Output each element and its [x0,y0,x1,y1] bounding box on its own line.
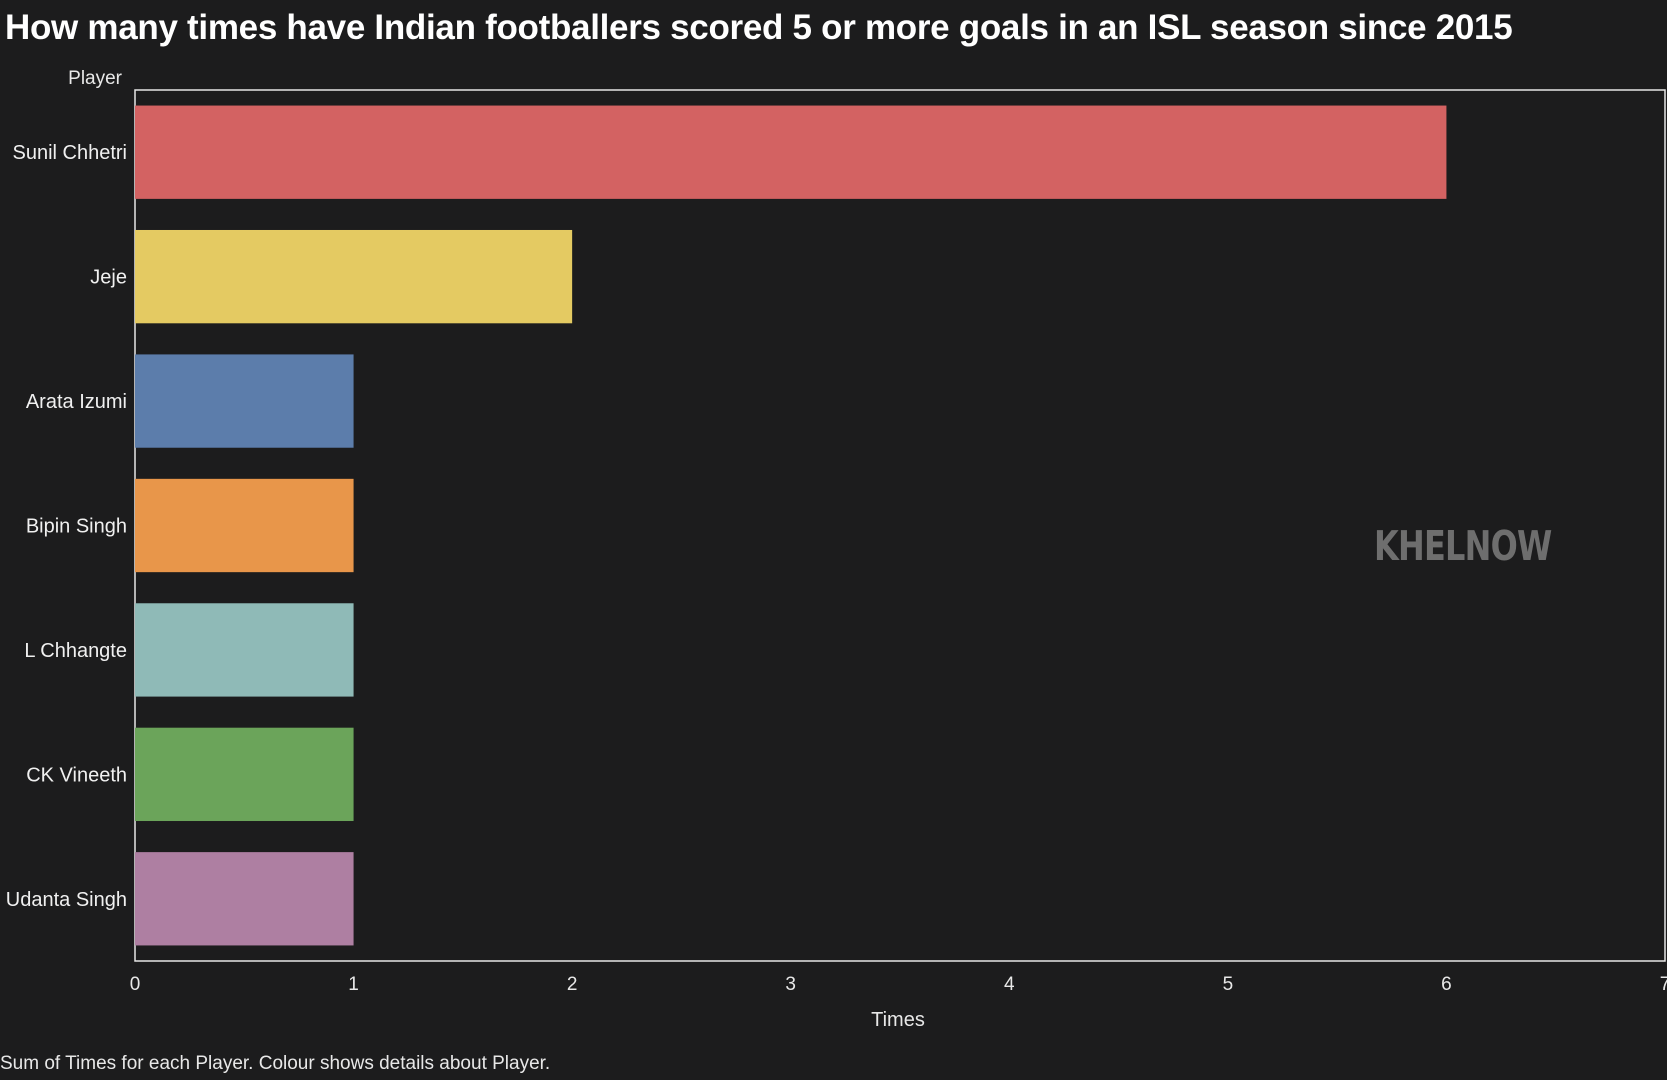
category-label: Jeje [90,267,127,289]
x-tick-label: 2 [567,974,578,995]
khelnow-watermark: KHELNOW [1374,522,1552,570]
chart-title: How many times have Indian footballers s… [5,8,1513,47]
category-label: Bipin Singh [26,516,127,538]
category-label: Udanta Singh [6,889,127,911]
bar-sunil-chhetri [135,105,1447,199]
x-tick-label: 4 [1004,974,1015,995]
bar-arata-izumi [135,354,354,448]
bar-ck-vineeth [135,727,354,822]
category-label: Sunil Chhetri [12,142,127,164]
bar-udanta-singh [135,852,354,946]
bar-jeje [135,229,573,324]
bar-bipin-singh [135,478,354,573]
x-tick-label: 6 [1441,974,1452,995]
y-axis-title: Player [68,68,123,89]
x-tick-label: 5 [1223,974,1234,995]
x-tick-label: 1 [348,974,359,995]
x-tick-label: 7 [1660,974,1667,995]
x-axis-title: Times [871,1009,925,1031]
category-label: L Chhangte [24,640,127,662]
category-label: Arata Izumi [26,391,127,413]
bar-l-chhangte [135,603,354,697]
x-tick-label: 3 [785,974,796,995]
chart-caption: Sum of Times for each Player. Colour sho… [0,1053,551,1074]
category-label: CK Vineeth [26,764,127,786]
x-tick-label: 0 [130,974,141,995]
